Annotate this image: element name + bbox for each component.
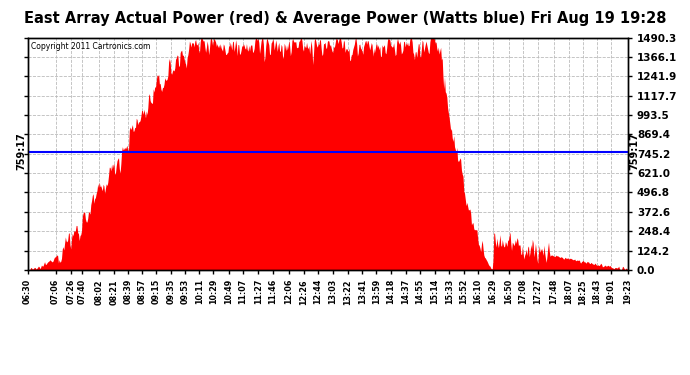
- Text: East Array Actual Power (red) & Average Power (Watts blue) Fri Aug 19 19:28: East Array Actual Power (red) & Average …: [23, 11, 667, 26]
- Text: Copyright 2011 Cartronics.com: Copyright 2011 Cartronics.com: [30, 42, 150, 51]
- Text: 759:17: 759:17: [629, 133, 639, 171]
- Text: 759:17: 759:17: [17, 133, 26, 171]
